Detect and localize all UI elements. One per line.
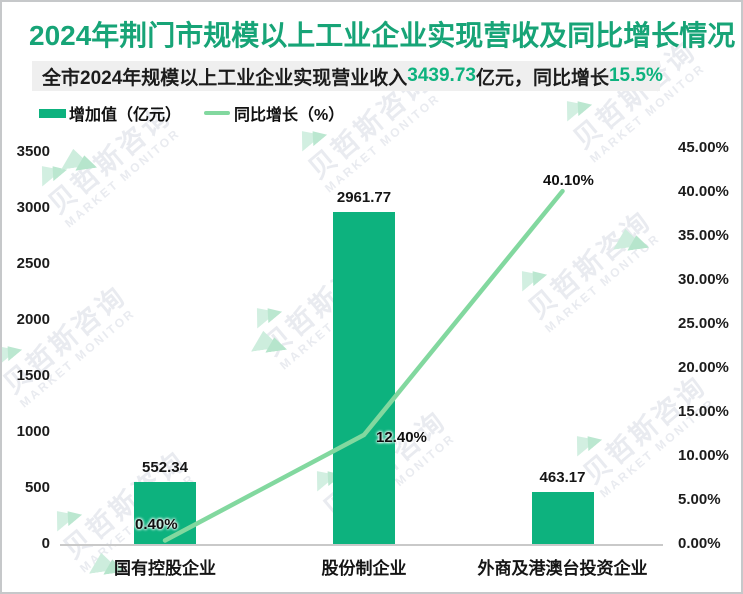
- y-axis-tick-label: 3500: [16, 143, 50, 160]
- subtitle-banner: 全市2024年规模以上工业企业实现营业收入 3439.73 亿元，同比增长 15.5%: [32, 61, 663, 91]
- secondary-axis-tick-label: 25.00%: [678, 315, 729, 332]
- x-axis-category-label: 外商及港澳台投资企业: [477, 559, 648, 578]
- subtitle-text: 亿元，同比增长: [475, 67, 609, 89]
- line-point-label: 40.10%: [543, 172, 594, 189]
- line-swatch-icon: [204, 111, 231, 115]
- subtitle-revenue-value: 3439.73: [407, 65, 476, 86]
- bar-value-label: 463.17: [539, 469, 586, 487]
- secondary-axis-tick-label: 15.00%: [678, 403, 729, 420]
- secondary-axis-tick-label: 10.00%: [678, 447, 729, 464]
- x-axis-category-label: 国有控股企业: [114, 559, 216, 578]
- secondary-axis-tick-label: 20.00%: [678, 359, 729, 376]
- y-axis-tick-label: 0: [41, 535, 50, 552]
- x-axis-line: [60, 544, 663, 546]
- bar-value-label: 2961.77: [336, 189, 392, 207]
- page-title: 2024年荆门市规模以上工业企业实现营收及同比增长情况: [29, 20, 736, 51]
- secondary-axis-tick-label: 0.00%: [678, 535, 721, 552]
- secondary-axis-tick-label: 35.00%: [678, 227, 729, 244]
- legend-line-label: 同比增长（%）: [234, 107, 345, 124]
- y-axis-tick-label: 1500: [16, 367, 50, 384]
- subtitle-text: 全市2024年规模以上工业企业实现营业收入: [42, 67, 408, 89]
- y-axis-tick-label: 500: [24, 479, 50, 496]
- legend: 增加值（亿元） 同比增长（%）: [39, 101, 344, 125]
- bar-swatch-icon: [39, 108, 66, 118]
- legend-bar-label: 增加值（亿元）: [69, 107, 182, 124]
- line-point-label: 12.40%: [376, 429, 427, 446]
- bar-国有控股企业: [134, 482, 196, 544]
- y-axis-tick-label: 3000: [16, 199, 50, 216]
- line-point-label: 0.40%: [135, 516, 178, 533]
- bar-股份制企业: [333, 212, 395, 544]
- legend-item-line: 同比增长（%）: [204, 101, 344, 125]
- x-axis-category-label: 股份制企业: [321, 559, 407, 578]
- secondary-axis-tick-label: 30.00%: [678, 271, 729, 288]
- secondary-axis-tick-label: 40.00%: [678, 183, 729, 200]
- y-axis-tick-label: 1000: [16, 423, 50, 440]
- subtitle-growth-value: 15.5%: [608, 65, 663, 86]
- secondary-axis-tick-label: 45.00%: [678, 139, 729, 156]
- legend-item-bar: 增加值（亿元）: [39, 101, 181, 125]
- y-axis-tick-label: 2500: [16, 255, 50, 272]
- bar-value-label: 552.34: [142, 459, 188, 477]
- bar-外商及港澳台投资企业: [531, 492, 594, 544]
- secondary-axis-tick-label: 5.00%: [678, 491, 721, 508]
- y-axis-tick-label: 2000: [16, 311, 50, 328]
